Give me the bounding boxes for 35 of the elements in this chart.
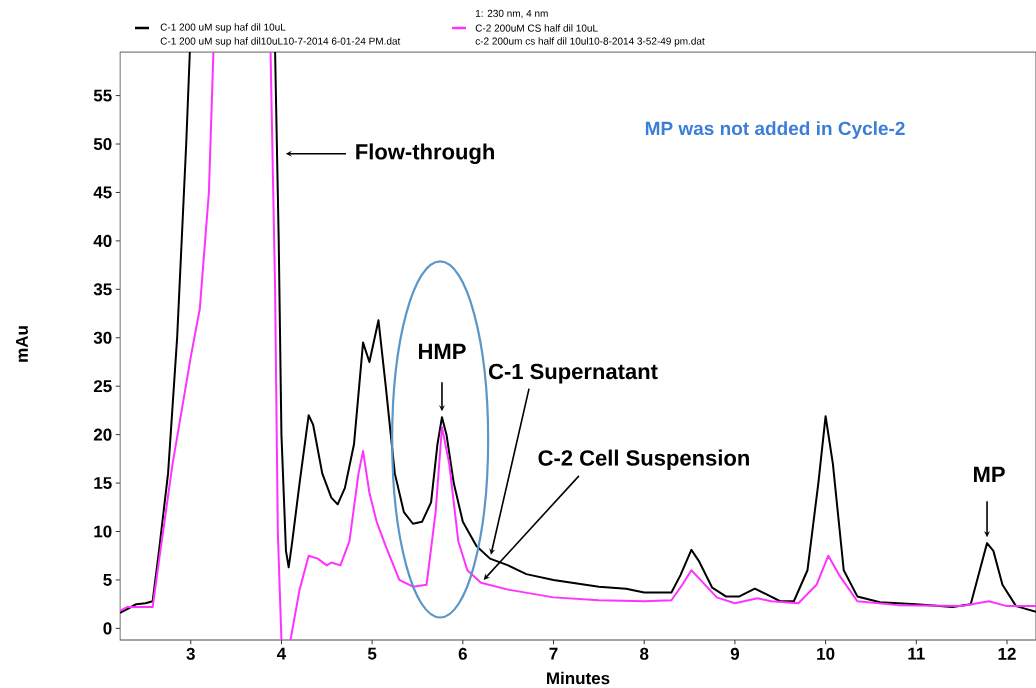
annotation: C-1 Supernatant [488,363,658,384]
annotation: Flow-through [356,143,494,164]
x-axis-title: Minutes [547,671,610,685]
x-tick-label: 10 [817,647,835,660]
y-tick-label: 20 [93,428,112,441]
y-tick-label: 15 [94,477,112,490]
annotation: C-2 Cell Suspension [538,449,749,471]
y-tick-label: 10 [94,525,112,538]
x-tick-label: 7 [549,647,558,660]
legend-label: C-2 200uM CS half dil 10uL [475,24,598,32]
annotation: HMP [419,343,466,359]
y-axis-title: mAu [16,326,28,362]
y-tick-label: 25 [93,380,112,393]
annotation: MP was not added in Cycle-2 [645,121,905,139]
y-tick-label: 5 [103,574,112,586]
x-tick-label: 8 [640,647,649,660]
y-tick-label: 55 [93,89,112,102]
y-tick-label: 45 [93,186,112,199]
x-tick-label: 5 [367,647,377,660]
x-tick-label: 11 [908,647,925,660]
text: c-2 200um cs half dil 10ul10-8-2014 3-52-49 pm.dat [475,37,705,47]
x-tick-label: 6 [458,647,467,660]
x-tick-label: 3 [186,647,195,660]
x-tick-label: 12 [998,647,1016,660]
annotation: MP [974,466,1005,482]
y-tick-label: 0 [103,622,112,635]
legend-title: 1: 230 nm, 4 nm [475,9,548,19]
y-tick-label: 50 [93,138,112,151]
y-tick-label: 35 [93,283,112,296]
y-tick-label: 30 [93,331,112,344]
text: C-1 200 uM sup haf dil10uL10-7-2014 6-01-24 PM.dat [160,37,401,47]
legend-label: C-1 200 uM sup haf dil 10uL [160,23,286,33]
y-tick-label: 40 [93,234,112,247]
x-tick-label: 4 [276,647,287,660]
x-tick-label: 9 [730,647,740,660]
